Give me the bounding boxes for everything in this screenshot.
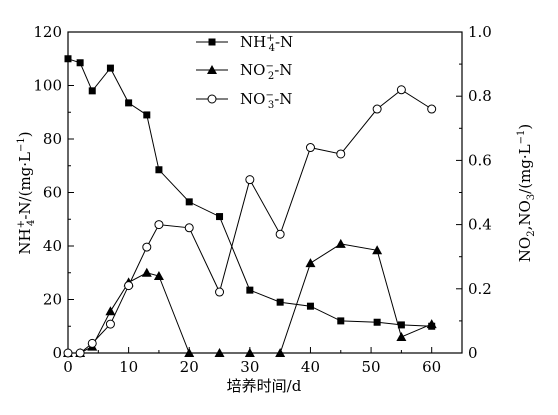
data-point: [216, 213, 224, 221]
data-point: [64, 55, 72, 63]
right-axis-title: NO2,NO3/(mg·L−1): [516, 124, 537, 262]
data-point: [184, 348, 195, 357]
y-right-tick-label: 0.2: [468, 280, 492, 298]
series-line: [68, 89, 432, 354]
series-2: [63, 238, 437, 357]
data-point: [372, 245, 383, 255]
data-point: [305, 143, 315, 153]
legend-marker: [207, 65, 217, 74]
plot-frame: [67, 31, 463, 354]
y-left-tick-label: 20: [43, 291, 62, 309]
data-point: [142, 242, 152, 252]
y-right-tick-label: 0.8: [468, 87, 492, 105]
y-left-tick-label: 120: [33, 23, 62, 41]
y-right-tick-label: 1.0: [468, 23, 492, 41]
y-right-tick-label: 0.4: [468, 216, 492, 234]
legend: NH+ 4-N NO− 2-N NO− 3-N: [196, 33, 293, 111]
data-point: [75, 348, 85, 358]
y-left-tick-label: 0: [52, 344, 62, 362]
data-point: [215, 287, 225, 297]
data-point: [87, 338, 97, 348]
y-right-tick-label: 0: [468, 344, 478, 362]
legend-label: NO− 3-N: [240, 90, 292, 111]
y-left-tick-label: 100: [33, 77, 62, 95]
data-point: [76, 59, 84, 67]
x-tick-label: 50: [362, 358, 381, 376]
data-point: [106, 64, 114, 72]
data-point: [141, 267, 152, 277]
data-point: [397, 321, 405, 329]
plot-border: [67, 31, 463, 354]
data-point: [124, 281, 134, 291]
x-tick-label: 0: [63, 358, 73, 376]
data-point: [306, 302, 314, 310]
data-point: [246, 286, 254, 294]
series-line: [67, 58, 432, 327]
tick-marks: [67, 31, 462, 354]
data-point: [105, 319, 115, 329]
data-point: [245, 175, 255, 185]
y-left-tick-label: 80: [43, 130, 62, 148]
data-point: [275, 348, 286, 357]
x-tick-label: 10: [119, 358, 138, 376]
data-point: [336, 149, 346, 159]
data-point: [143, 111, 151, 119]
data-point: [125, 99, 133, 107]
data-point: [153, 270, 164, 280]
legend-label: NH+ 4-N: [240, 33, 293, 54]
data-point: [426, 319, 437, 329]
tick-labels: 0 10 20 30 40 50 60 0 20 40 60 80 100 120 0 0.2 0.4 0.6 0.…: [33, 23, 492, 376]
data-point: [275, 229, 285, 239]
data-point: [63, 348, 73, 358]
series-3: [63, 85, 437, 358]
x-tick-label: 30: [240, 358, 259, 376]
data-point: [155, 166, 163, 174]
x-tick-label: 60: [422, 358, 441, 376]
data-point: [105, 306, 116, 316]
x-tick-label: 40: [301, 358, 320, 376]
left-axis-title: NH+4-N/(mg·L−1): [16, 131, 37, 254]
y-right-tick-label: 0.6: [468, 151, 492, 169]
data-point: [214, 348, 225, 357]
data-point: [185, 198, 193, 206]
data-point: [244, 348, 255, 357]
data-point: [372, 104, 382, 114]
data-point: [305, 258, 316, 268]
y-left-tick-label: 60: [43, 184, 62, 202]
data-point: [396, 331, 407, 341]
data-point: [184, 223, 194, 233]
data-point: [396, 85, 406, 95]
data-point: [276, 298, 284, 306]
legend-label: NO− 2-N: [240, 61, 292, 82]
data-point: [373, 318, 381, 326]
x-tick-label: 20: [180, 358, 199, 376]
legend-marker: [208, 38, 216, 46]
legend-marker: [207, 94, 217, 104]
data-point: [154, 220, 164, 230]
series-layer: [63, 55, 437, 358]
data-point: [335, 238, 346, 248]
data-point: [88, 87, 96, 95]
x-axis-title: 培养时间/d: [227, 377, 302, 395]
y-left-tick-label: 40: [43, 237, 62, 255]
data-point: [427, 104, 437, 114]
data-point: [337, 317, 345, 325]
series-line: [68, 243, 432, 354]
